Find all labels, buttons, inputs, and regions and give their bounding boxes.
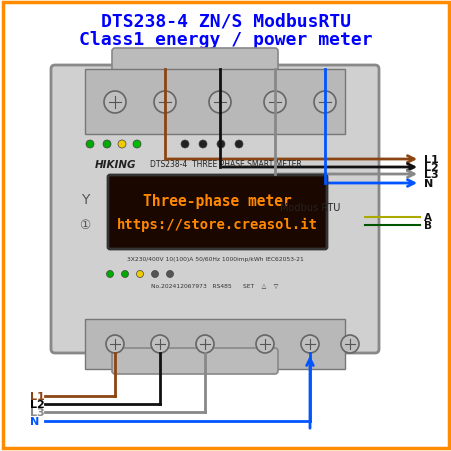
Circle shape — [196, 335, 213, 353]
Circle shape — [208, 92, 230, 114]
Text: 3X230/400V 10(100)A 50/60Hz 1000imp/kWh IEC62053-21: 3X230/400V 10(100)A 50/60Hz 1000imp/kWh … — [126, 257, 303, 262]
Text: L2: L2 — [30, 399, 45, 409]
Circle shape — [216, 141, 225, 149]
Text: Y: Y — [81, 193, 89, 207]
Bar — [85, 70, 344, 135]
FancyBboxPatch shape — [108, 175, 326, 249]
FancyBboxPatch shape — [112, 348, 277, 374]
Circle shape — [86, 141, 94, 149]
Text: Class1 energy / power meter: Class1 energy / power meter — [79, 31, 372, 49]
Circle shape — [300, 335, 318, 353]
Circle shape — [151, 271, 158, 278]
FancyBboxPatch shape — [51, 66, 378, 353]
Text: DTS238-4  THREE PHASE SMART METER: DTS238-4 THREE PHASE SMART METER — [150, 160, 301, 169]
Text: N: N — [423, 179, 433, 189]
FancyBboxPatch shape — [112, 49, 277, 75]
Circle shape — [235, 141, 243, 149]
Text: DTS238-4 ZN/S ModbusRTU: DTS238-4 ZN/S ModbusRTU — [101, 13, 350, 31]
Circle shape — [313, 92, 335, 114]
Circle shape — [180, 141, 189, 149]
Bar — [85, 319, 344, 369]
Circle shape — [151, 335, 169, 353]
Circle shape — [121, 271, 128, 278]
Text: https://store.creasol.it: https://store.creasol.it — [117, 217, 318, 231]
Circle shape — [340, 335, 358, 353]
Circle shape — [255, 335, 273, 353]
Text: L3: L3 — [30, 407, 45, 417]
Circle shape — [198, 141, 207, 149]
Text: B: B — [423, 221, 431, 230]
Circle shape — [104, 92, 126, 114]
Circle shape — [118, 141, 126, 149]
Circle shape — [133, 141, 141, 149]
Circle shape — [154, 92, 175, 114]
Text: No.202412067973   RS485      SET    △    ▽: No.202412067973 RS485 SET △ ▽ — [151, 283, 278, 288]
Text: A: A — [423, 212, 431, 222]
Circle shape — [106, 271, 113, 278]
Circle shape — [106, 335, 124, 353]
Text: HIKING: HIKING — [95, 160, 136, 170]
Text: L1: L1 — [423, 155, 438, 165]
Text: Modbus RTU: Modbus RTU — [279, 202, 340, 212]
Text: L3: L3 — [423, 170, 437, 179]
Text: ①: ① — [79, 219, 90, 231]
Circle shape — [136, 271, 143, 278]
Circle shape — [103, 141, 111, 149]
Circle shape — [263, 92, 285, 114]
Text: N: N — [30, 416, 39, 426]
Text: L2: L2 — [423, 163, 438, 173]
Text: L1: L1 — [30, 391, 45, 401]
Circle shape — [166, 271, 173, 278]
Text: Three-phase meter: Three-phase meter — [143, 193, 291, 208]
